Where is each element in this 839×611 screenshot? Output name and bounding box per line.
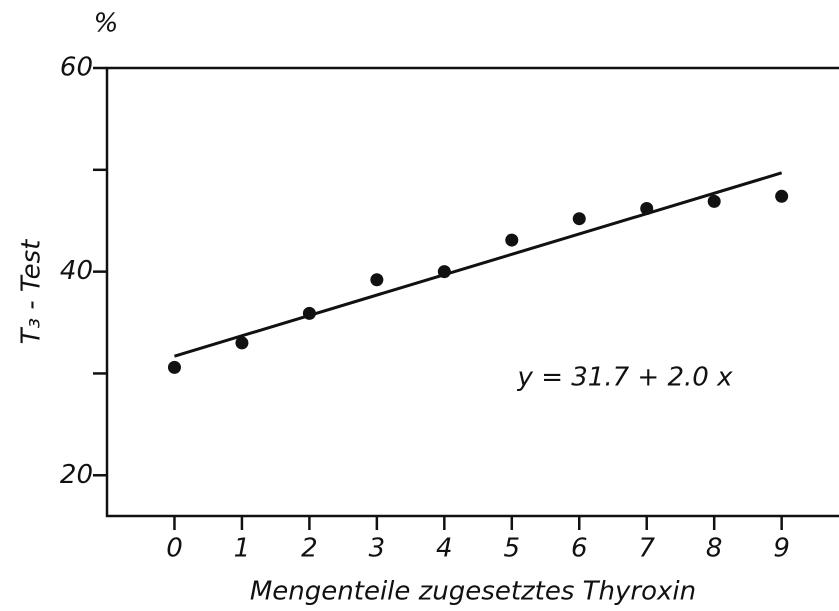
data-point	[505, 233, 519, 247]
x-tick-label: 3	[369, 534, 386, 564]
data-point	[437, 265, 451, 279]
x-tick-label: 7	[638, 534, 655, 564]
y-unit: %	[94, 9, 119, 39]
x-tick-label: 5	[504, 534, 521, 564]
data-point	[707, 194, 721, 208]
x-axis-label: Mengenteile zugesetztes Thyroxin	[250, 577, 696, 607]
x-tick-label: 6	[571, 534, 588, 564]
fit-line	[174, 171, 783, 358]
x-tick-label: 9	[773, 534, 790, 564]
y-tick-label: 60	[60, 53, 93, 83]
x-tick-label: 0	[166, 534, 183, 564]
x-tick-label: 2	[301, 534, 318, 564]
data-point	[572, 212, 586, 226]
data-point	[640, 202, 654, 216]
data-point	[370, 273, 384, 287]
y-tick-label: 20	[60, 460, 93, 490]
y-axis-label: T₃ - Test	[17, 239, 47, 344]
data-point	[235, 336, 249, 350]
data-point	[302, 306, 316, 320]
x-tick-label: 4	[436, 534, 453, 564]
plot-frame	[105, 66, 839, 518]
x-tick-label: 8	[706, 534, 723, 564]
y-tick-label: 40	[60, 256, 93, 286]
x-tick-label: 1	[234, 534, 251, 564]
data-point	[167, 360, 181, 374]
annotation: y = 31.7 + 2.0 x	[517, 363, 734, 393]
data-point	[775, 189, 789, 203]
